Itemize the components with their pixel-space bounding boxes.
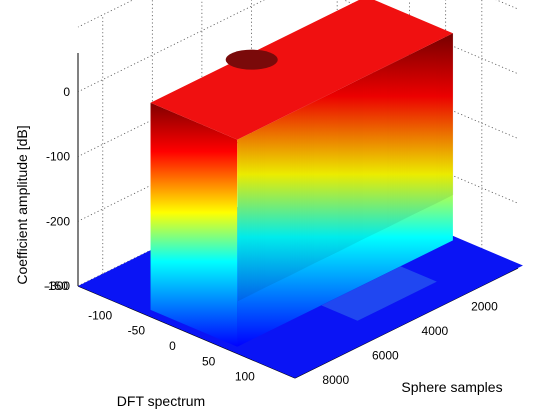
y-tick-label: -50: [128, 324, 146, 338]
tick-labels: 2000 4000 6000 8000 -100 -50 0 50 100 -150 0 -100 -2…: [44, 85, 498, 387]
x-tick-label: 2000: [471, 299, 498, 313]
surface: [78, 0, 523, 378]
y-tick-label: 0: [169, 339, 176, 353]
ridge-side-face: [237, 33, 453, 347]
x-axis-title: Sphere samples: [401, 379, 502, 395]
y-axis-title: DFT spectrum: [117, 393, 205, 409]
y-tick-label: 50: [202, 354, 216, 368]
z-tick-label: -100: [46, 150, 70, 164]
secondary-bump: [321, 266, 437, 321]
y-tick-label: 100: [235, 370, 255, 384]
x-tick-label: 4000: [422, 324, 449, 338]
x-tick-label: 8000: [322, 373, 349, 387]
ridge-peak-bump: [225, 49, 278, 70]
z-tick-label: -300: [46, 279, 70, 293]
x-tick-label: 6000: [372, 348, 399, 362]
y-tick-label: -100: [88, 308, 112, 322]
z-axis-title: Coefficient amplitude [dB]: [14, 125, 30, 284]
y-tick-label: -150: [44, 279, 68, 293]
ridge-front-face: [150, 102, 238, 347]
z-tick-label: -200: [46, 214, 70, 228]
z-tick-label: 0: [63, 85, 70, 99]
ridge-top-face: [150, 0, 453, 140]
